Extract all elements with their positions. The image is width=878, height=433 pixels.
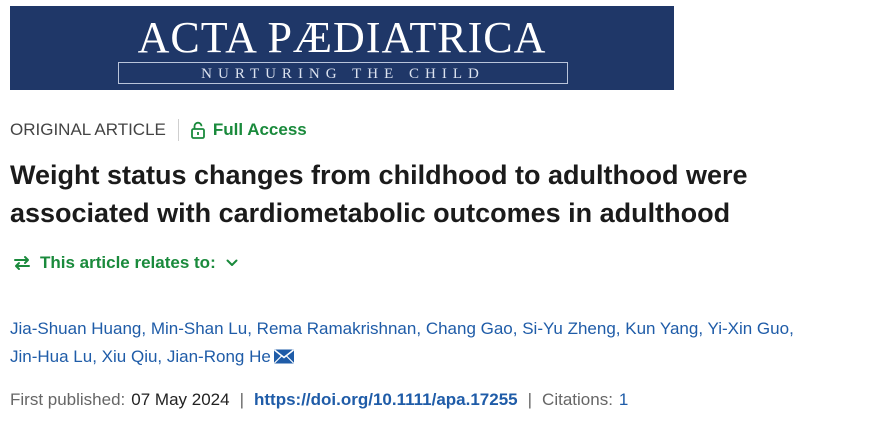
pub-divider: |	[527, 390, 533, 409]
doi-link[interactable]: https://doi.org/10.1111/apa.17255	[254, 390, 518, 409]
author-link[interactable]: Jin-Hua Lu	[10, 347, 93, 366]
article-title: Weight status changes from childhood to …	[10, 160, 748, 228]
journal-tagline: NURTURING THE CHILD	[201, 66, 485, 82]
chevron-down-icon	[226, 259, 238, 266]
journal-banner[interactable]: ACTA PÆDIATRICA NURTURING THE CHILD	[10, 6, 674, 90]
meta-divider	[177, 119, 179, 141]
author-link[interactable]: Chang Gao	[425, 319, 513, 338]
relates-to-label: This article relates to:	[40, 253, 216, 272]
pub-divider: |	[239, 390, 244, 409]
relates-to-toggle[interactable]: This article relates to:	[12, 252, 238, 274]
first-published-date: 07 May 2024	[131, 390, 230, 409]
article-meta-row: ORIGINAL ARTICLE Full Access	[10, 118, 307, 142]
author-link[interactable]: Min-Shan Lu	[150, 319, 248, 338]
author-link[interactable]: Kun Yang	[625, 319, 699, 338]
author-link[interactable]: Si-Yu Zheng	[522, 319, 616, 338]
citations-label: Citations:	[542, 390, 613, 409]
author-link[interactable]: Yi-Xin Guo	[707, 319, 790, 338]
journal-tagline-box: NURTURING THE CHILD	[118, 62, 568, 84]
access-badge: Full Access	[190, 120, 307, 140]
citations-count[interactable]: 1	[618, 390, 629, 409]
article-type: ORIGINAL ARTICLE	[10, 120, 166, 139]
first-published-label: First published:	[10, 390, 126, 409]
swap-arrows-icon	[14, 256, 30, 270]
author-link[interactable]: Rema Ramakrishnan	[256, 319, 417, 338]
envelope-icon[interactable]	[273, 348, 295, 365]
author-link[interactable]: Jia-Shuan Huang	[10, 319, 142, 338]
publication-info: First published: 07 May 2024 | https://d…	[10, 388, 628, 412]
author-link[interactable]: Xiu Qiu	[101, 347, 158, 366]
access-label: Full Access	[212, 120, 307, 139]
lock-open-icon	[190, 121, 205, 139]
author-list: Jia-Shuan Huang, Min-Shan Lu, Rema Ramak…	[10, 319, 794, 366]
author-link[interactable]: Jian-Rong He	[166, 347, 271, 366]
journal-title: ACTA PÆDIATRICA	[137, 13, 547, 62]
